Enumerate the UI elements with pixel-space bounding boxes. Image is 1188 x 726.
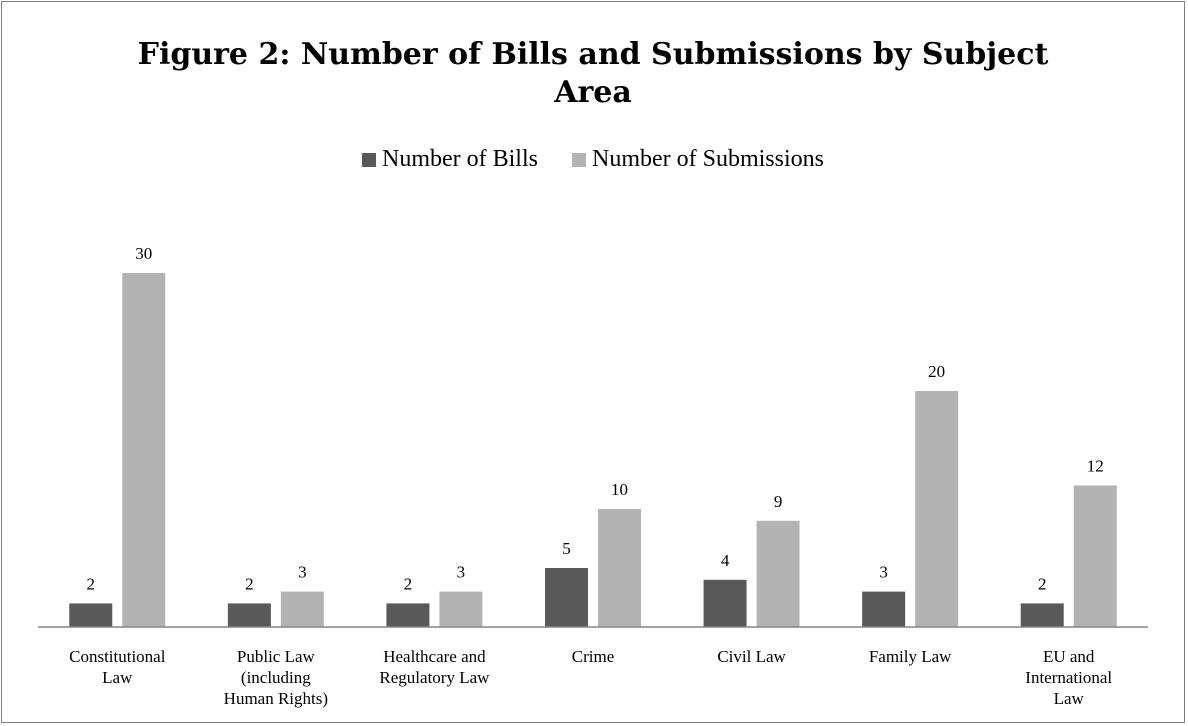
data-label-bills-2: 2 — [404, 574, 413, 593]
category-label-5-line-0: Family Law — [869, 647, 952, 666]
bar-submissions-1 — [280, 591, 324, 627]
bar-submissions-2 — [439, 591, 483, 627]
category-label-1-line-2: Human Rights) — [224, 689, 328, 708]
data-label-submissions-1: 3 — [298, 563, 307, 582]
category-label-6-line-0: EU and — [1043, 647, 1095, 666]
legend-label-bills: Number of Bills — [381, 146, 538, 172]
category-label-3-line-0: Crime — [572, 647, 615, 666]
legend-item-submissions: Number of Submissions — [571, 146, 824, 173]
data-label-submissions-0: 30 — [135, 244, 152, 263]
data-label-submissions-2: 3 — [457, 563, 466, 582]
legend-swatch-bills — [361, 152, 376, 167]
bar-bills-0 — [69, 603, 113, 627]
category-label-2-line-0: Healthcare and — [383, 647, 486, 666]
data-label-bills-4: 4 — [721, 551, 730, 570]
chart-legend: Number of Bills Number of Submissions — [0, 146, 1186, 174]
category-label-1-line-0: Public Law — [237, 647, 316, 666]
chart-title-line-2: Area — [554, 75, 632, 110]
bar-bills-2 — [386, 603, 430, 627]
data-label-bills-1: 2 — [245, 574, 254, 593]
category-label-4-line-0: Civil Law — [717, 647, 786, 666]
legend-label-submissions: Number of Submissions — [591, 146, 824, 172]
bar-bills-5 — [862, 591, 906, 627]
bar-submissions-6 — [1073, 485, 1117, 627]
category-label-6-line-1: International — [1025, 668, 1112, 687]
chart-title-line-1: Figure 2: Number of Bills and Submission… — [137, 37, 1049, 72]
bar-bills-6 — [1020, 603, 1064, 627]
category-label-0-line-1: Law — [102, 668, 133, 687]
chart-title: Figure 2: Number of Bills and Submission… — [0, 36, 1186, 112]
data-label-bills-6: 2 — [1038, 574, 1047, 593]
data-label-submissions-3: 10 — [611, 480, 628, 499]
bar-submissions-4 — [756, 520, 800, 627]
data-label-bills-5: 3 — [879, 563, 888, 582]
data-label-bills-0: 2 — [87, 574, 96, 593]
data-label-submissions-4: 9 — [774, 492, 783, 511]
bar-bills-3 — [545, 568, 588, 627]
data-label-submissions-6: 12 — [1087, 456, 1104, 475]
bar-submissions-0 — [122, 273, 166, 627]
legend-swatch-submissions — [571, 152, 586, 167]
bar-submissions-3 — [598, 509, 641, 627]
category-label-2-line-1: Regulatory Law — [379, 668, 490, 687]
bar-submissions-5 — [915, 391, 959, 627]
bar-bills-4 — [703, 579, 747, 627]
bar-bills-1 — [227, 603, 271, 627]
legend-item-bills: Number of Bills — [361, 146, 538, 173]
category-label-1-line-1: (including — [241, 668, 311, 687]
category-label-0-line-0: Constitutional — [69, 647, 166, 666]
data-label-bills-3: 5 — [562, 539, 571, 558]
category-label-6-line-2: Law — [1054, 689, 1085, 708]
data-label-submissions-5: 20 — [928, 362, 945, 381]
